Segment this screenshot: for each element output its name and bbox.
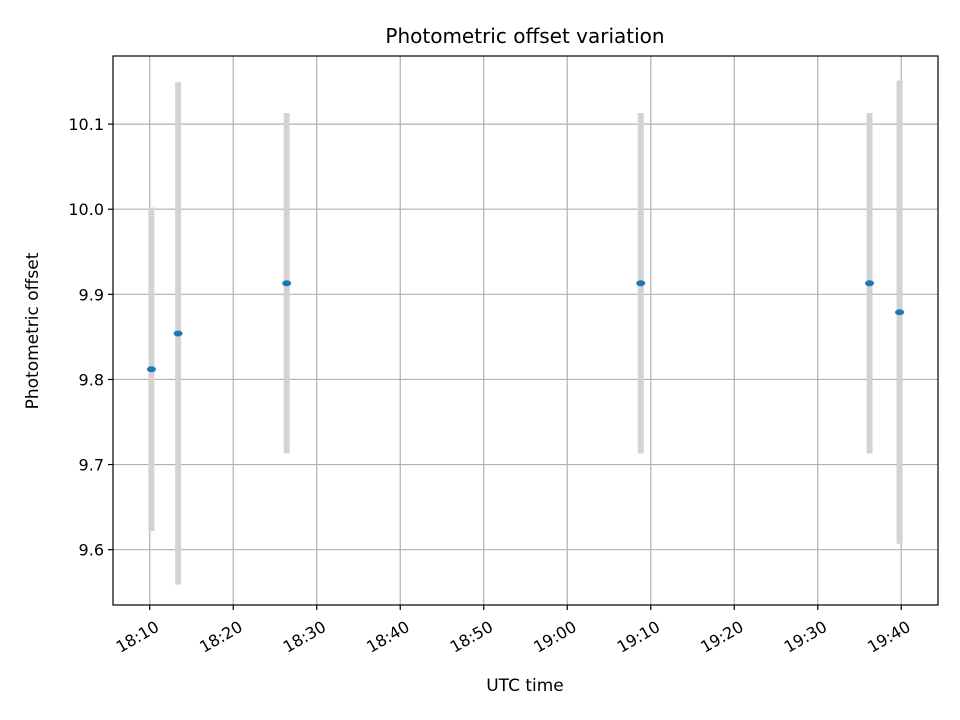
data-points [146,280,905,373]
x-axis-label: UTC time [486,676,564,696]
grid [113,56,938,605]
y-tick-label: 9.8 [79,370,104,389]
data-point [173,330,183,337]
data-point [865,280,875,287]
x-tick-label: 19:20 [697,617,746,657]
y-tick-label: 9.6 [79,541,104,560]
data-point [895,309,905,316]
y-tick-label: 9.9 [79,285,104,304]
y-tick-label: 10.0 [68,200,104,219]
x-axis-ticks: 18:10 18:20 18:30 18:40 18:50 19:00 19:10 19:20… [113,605,914,657]
plot-frame [112,55,939,606]
x-tick-label: 18:40 [363,617,412,657]
data-point [146,366,156,373]
x-tick-label: 18:50 [447,617,496,657]
y-axis-label: Photometric offset [23,252,43,409]
data-point [636,280,646,287]
y-tick-label: 9.7 [79,456,104,475]
x-tick-label: 19:30 [781,617,830,657]
y-axis-ticks: 9.6 9.7 9.8 9.9 10.0 10.1 [68,115,113,560]
x-tick-label: 18:20 [196,617,245,657]
x-tick-label: 19:40 [864,617,913,657]
error-bars [148,80,903,585]
x-tick-label: 18:30 [280,617,329,657]
x-tick-label: 18:10 [113,617,162,657]
data-point [282,280,292,287]
x-tick-label: 19:10 [614,617,663,657]
chart-title: Photometric offset variation [385,24,664,48]
y-tick-label: 10.1 [68,115,104,134]
x-tick-label: 19:00 [530,617,579,657]
